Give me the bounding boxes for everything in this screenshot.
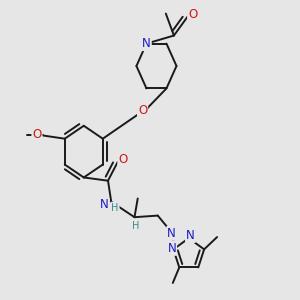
Text: N: N	[167, 242, 176, 255]
Text: H: H	[111, 202, 119, 212]
Text: N: N	[167, 227, 176, 240]
Text: H: H	[132, 221, 140, 231]
Text: O: O	[32, 128, 42, 141]
Text: N: N	[142, 37, 151, 50]
Text: O: O	[118, 153, 128, 166]
Text: N: N	[100, 198, 109, 212]
Text: O: O	[188, 8, 197, 21]
Text: N: N	[186, 229, 195, 242]
Text: O: O	[138, 104, 147, 117]
